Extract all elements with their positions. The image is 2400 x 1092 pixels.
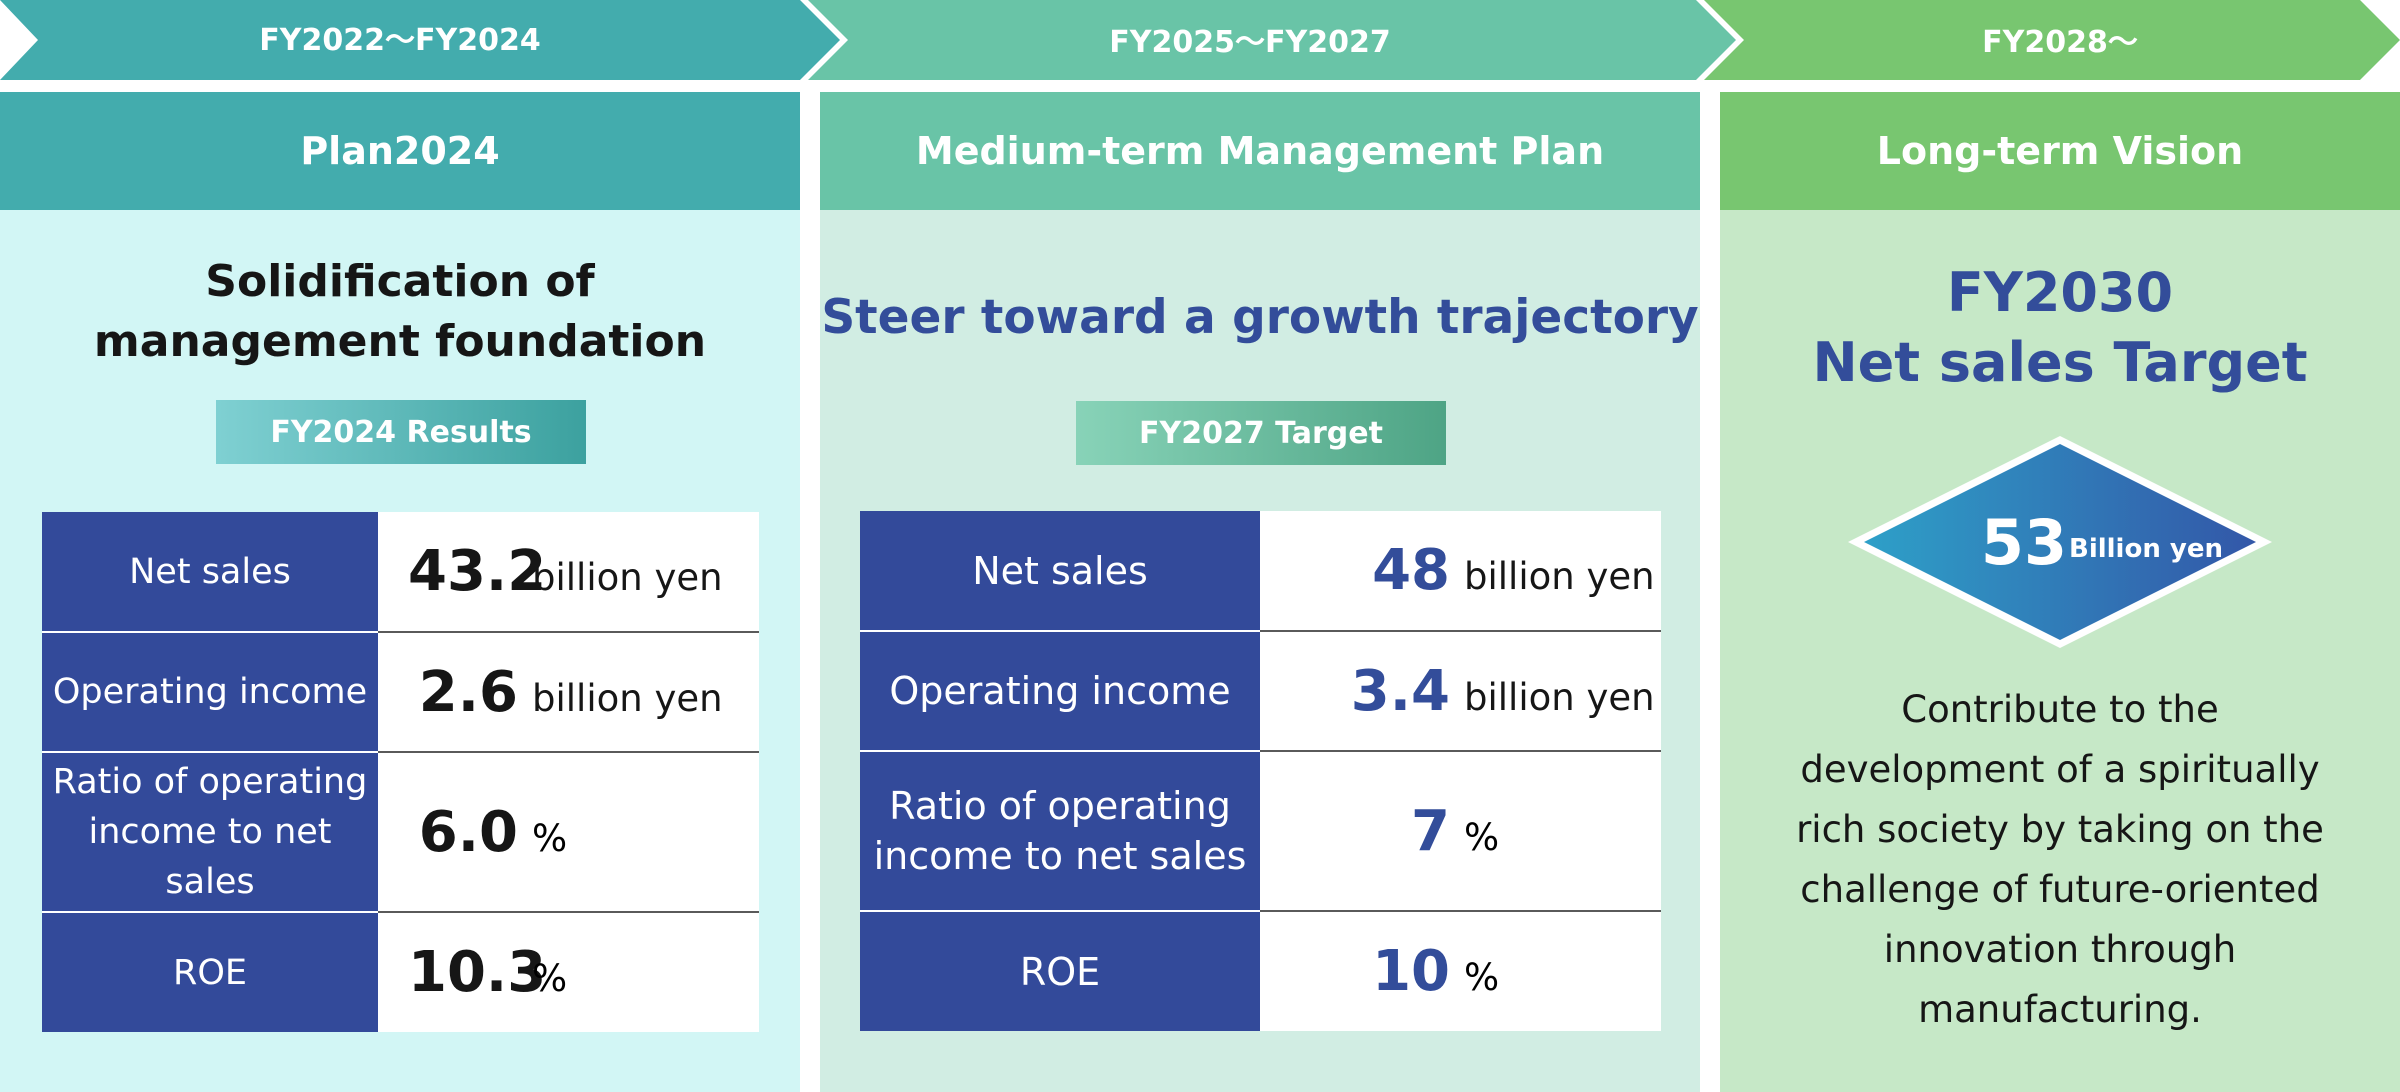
kpi-label: Net sales (42, 512, 378, 632)
kpi-label: Ratio of operating income to net sales (860, 750, 1260, 911)
description-line: innovation through (1883, 928, 2237, 971)
kpi-unit: billion yen (532, 676, 723, 720)
fy2027-target-badge: FY2027 Target (1076, 401, 1446, 465)
plan2024-heading: Solidification of management foundation (0, 252, 800, 372)
long-term-panel: Long-term Vision FY2030 Net sales Target… (1720, 92, 2400, 1092)
kpi-unit: % (532, 816, 568, 860)
description-line: manufacturing. (1918, 988, 2202, 1031)
kpi-value: 2.6 (418, 659, 518, 725)
kpi-value-cell: 10% (1260, 910, 1661, 1031)
kpi-value: 7 (1411, 798, 1450, 864)
kpi-label: Ratio of operating income to net sales (42, 751, 378, 912)
medium-term-kpi-table: Net sales 48 billion yen Operating income… (860, 511, 1661, 1031)
phase-arrow-1 (0, 0, 840, 80)
phase-timeline: FY2022〜FY2024 FY2025〜FY2027 FY2028〜 (0, 0, 2400, 80)
table-row: ROE 10% (860, 910, 1661, 1031)
kpi-label: ROE (42, 911, 378, 1032)
kpi-value-cell: 43.2billion yen (378, 512, 759, 632)
table-row: ROE 10.3% (42, 911, 759, 1032)
plan2024-panel: Plan2024 Solidification of management fo… (0, 92, 800, 1092)
table-row: Operating income 3.4 billion yen (860, 630, 1661, 751)
long-term-heading-line2: Net sales Target (1812, 331, 2308, 394)
kpi-value: 10.3 (408, 940, 547, 1005)
kpi-value: 10 (1372, 939, 1450, 1004)
fy2024-results-badge: FY2024 Results (216, 400, 586, 464)
kpi-label: Operating income (860, 630, 1260, 751)
table-row: Ratio of operating income to net sales 6.… (42, 751, 759, 912)
kpi-value-cell: 6.0% (378, 751, 759, 912)
medium-term-title: Medium-term Management Plan (820, 92, 1700, 210)
description-line: Contribute to the (1901, 688, 2219, 731)
phase-label-2: FY2025〜FY2027 (1109, 25, 1390, 60)
description-line: rich society by taking on the (1796, 808, 2324, 851)
description-line: development of a spiritually (1800, 748, 2320, 791)
kpi-unit: billion yen (532, 556, 723, 599)
kpi-unit: % (1464, 815, 1500, 859)
kpi-value-cell: 3.4 billion yen (1260, 630, 1661, 751)
table-row: Net sales 43.2billion yen (42, 512, 759, 632)
kpi-unit: billion yen (1464, 555, 1655, 598)
kpi-label-line1: Ratio of operating (889, 784, 1231, 828)
long-term-title: Long-term Vision (1720, 92, 2400, 210)
kpi-unit: % (1464, 956, 1500, 999)
target-value: 53 (1981, 506, 2067, 579)
kpi-value: 3.4 (1350, 658, 1450, 724)
kpi-unit: billion yen (1464, 675, 1655, 719)
table-row: Operating income 2.6 billion yen (42, 631, 759, 752)
kpi-value: 43.2 (408, 539, 547, 604)
phase-label-3: FY2028〜 (1982, 25, 2138, 60)
kpi-value: 6.0 (418, 799, 518, 865)
kpi-label: ROE (860, 910, 1260, 1031)
kpi-value-cell: 2.6 billion yen (378, 631, 759, 752)
kpi-label-line2: income to net sales (873, 834, 1247, 878)
table-row: Net sales 48 billion yen (860, 511, 1661, 631)
medium-term-panel: Medium-term Management Plan Steer toward… (820, 92, 1700, 1092)
kpi-value-cell: 48 billion yen (1260, 511, 1661, 631)
kpi-label: Operating income (42, 631, 378, 752)
kpi-value-cell: 10.3% (378, 911, 759, 1032)
plan2024-heading-line2: management foundation (93, 316, 707, 367)
net-sales-target-diamond: 53 Billion yen (1848, 436, 2272, 648)
long-term-description: Contribute to the development of a spiri… (1780, 680, 2340, 1040)
phase-label-1: FY2022〜FY2024 (259, 23, 540, 58)
kpi-value-cell: 7% (1260, 750, 1661, 911)
plan2024-heading-line1: Solidification of (205, 256, 595, 307)
medium-term-heading: Steer toward a growth trajectory (821, 290, 1699, 345)
plan2024-title: Plan2024 (0, 92, 800, 210)
kpi-label: Net sales (860, 511, 1260, 631)
phase-arrow-2 (808, 0, 1736, 80)
long-term-heading-line1: FY2030 (1946, 261, 2174, 324)
kpi-label-line1: Ratio of operating (52, 762, 368, 802)
kpi-label-line2: income to net sales (88, 812, 332, 902)
table-row: Ratio of operating income to net sales 7% (860, 750, 1661, 911)
description-line: challenge of future-oriented (1800, 868, 2320, 911)
phase-arrow-3 (1704, 0, 2400, 80)
kpi-unit: % (532, 957, 568, 1000)
target-unit: Billion yen (2069, 534, 2223, 564)
long-term-heading: FY2030 Net sales Target (1720, 258, 2400, 398)
plan2024-kpi-table: Net sales 43.2billion yen Operating inco… (42, 512, 759, 1032)
kpi-value: 48 (1372, 538, 1450, 603)
